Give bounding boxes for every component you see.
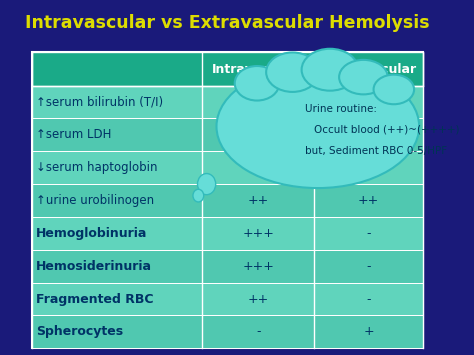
Text: ↓serum haptoglobin: ↓serum haptoglobin (36, 161, 157, 174)
Ellipse shape (339, 60, 388, 94)
Text: -: - (256, 326, 260, 338)
Text: ↑urine urobilinogen: ↑urine urobilinogen (36, 194, 154, 207)
Text: ++: ++ (358, 194, 379, 207)
Text: Hemoglobinuria: Hemoglobinuria (36, 227, 147, 240)
FancyBboxPatch shape (32, 151, 423, 184)
Text: +++: +++ (242, 260, 274, 273)
Ellipse shape (217, 65, 419, 188)
FancyBboxPatch shape (32, 184, 423, 217)
Text: ↑serum LDH: ↑serum LDH (36, 129, 111, 141)
Ellipse shape (374, 75, 414, 104)
Text: ↑serum bilirubin (T/I): ↑serum bilirubin (T/I) (36, 95, 163, 109)
FancyBboxPatch shape (32, 86, 423, 119)
FancyBboxPatch shape (32, 283, 423, 316)
Ellipse shape (266, 53, 319, 92)
Text: Spherocytes: Spherocytes (36, 326, 123, 338)
Text: Urine routine:: Urine routine: (305, 104, 377, 114)
Text: -: - (366, 227, 371, 240)
FancyBboxPatch shape (32, 119, 423, 151)
FancyBboxPatch shape (32, 250, 423, 283)
Text: -: - (366, 260, 371, 273)
Text: Fragmented RBC: Fragmented RBC (36, 293, 153, 306)
Ellipse shape (235, 66, 279, 100)
Text: ++: ++ (247, 194, 269, 207)
Text: -: - (366, 293, 371, 306)
Text: +++: +++ (242, 227, 274, 240)
Text: +: + (363, 326, 374, 338)
FancyBboxPatch shape (32, 53, 423, 348)
Ellipse shape (193, 189, 204, 202)
FancyBboxPatch shape (32, 217, 423, 250)
Text: Intravascular: Intravascular (212, 62, 305, 76)
Text: Hemosiderinuria: Hemosiderinuria (36, 260, 152, 273)
Text: Intravascular vs Extravascular Hemolysis: Intravascular vs Extravascular Hemolysis (25, 14, 429, 32)
Text: ++: ++ (247, 293, 269, 306)
Text: Extravascular: Extravascular (320, 62, 417, 76)
FancyBboxPatch shape (32, 53, 423, 86)
Text: Occult blood (++)~(++++): Occult blood (++)~(++++) (314, 125, 459, 135)
FancyBboxPatch shape (32, 316, 423, 348)
Ellipse shape (301, 49, 358, 91)
Ellipse shape (198, 174, 216, 195)
Text: but, Sediment RBC 0-5/HPF: but, Sediment RBC 0-5/HPF (305, 146, 447, 156)
